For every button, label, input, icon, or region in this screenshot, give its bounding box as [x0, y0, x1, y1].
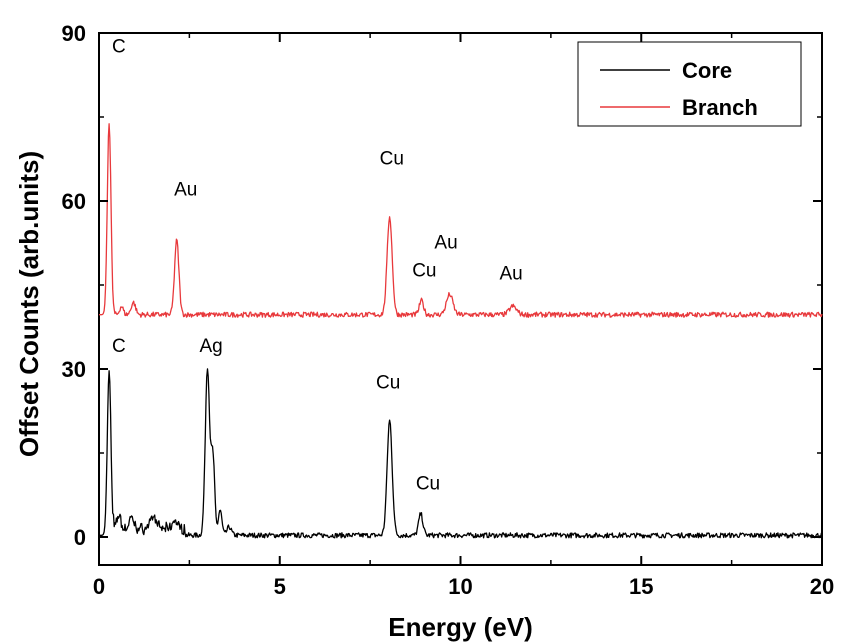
legend: Core Branch: [577, 41, 802, 127]
peak-label: Au: [174, 179, 197, 200]
peak-label: Cu: [380, 149, 404, 170]
x-tick-label: 5: [274, 574, 286, 599]
y-tick-label: 60: [62, 189, 86, 214]
peak-label: Au: [434, 233, 457, 254]
peak-label: C: [112, 336, 126, 357]
series-group: [99, 123, 823, 539]
x-axis-title: Energy (eV): [388, 612, 533, 642]
peak-label: Cu: [412, 261, 436, 282]
series-line-core: [99, 368, 823, 539]
peak-label: Cu: [376, 373, 400, 394]
peak-label: Ag: [199, 336, 222, 357]
x-tick-label: 10: [448, 574, 472, 599]
series-line-branch: [99, 123, 823, 318]
peak-label: C: [112, 37, 126, 58]
peak-label: Cu: [416, 473, 440, 494]
y-tick-label: 30: [62, 357, 86, 382]
x-tick-label: 20: [810, 574, 834, 599]
tick-group: 0 5 10 15 20 0 30 60 90: [62, 21, 835, 599]
legend-label-branch: Branch: [682, 95, 758, 120]
annotation-group: C Au Cu Au Cu Au C Ag Cu Cu: [112, 37, 523, 495]
legend-label-core: Core: [682, 58, 732, 83]
y-axis-title: Offset Counts (arb.units): [14, 151, 44, 457]
x-tick-label: 0: [93, 574, 105, 599]
peak-label: Au: [499, 263, 522, 284]
y-tick-label: 0: [74, 525, 86, 550]
legend-box: [577, 41, 802, 127]
y-tick-label: 90: [62, 21, 86, 46]
x-tick-label: 15: [629, 574, 653, 599]
